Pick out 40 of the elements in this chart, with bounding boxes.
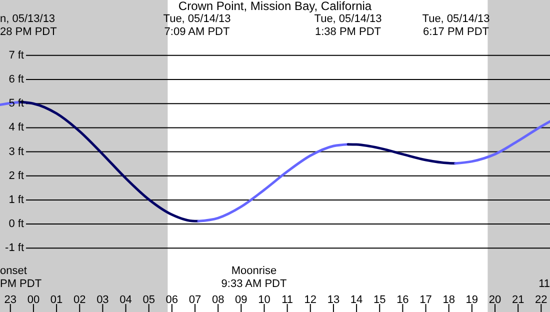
annotation: n, 05/13/13 28 PM PDT bbox=[0, 13, 58, 38]
x-tick-label: 07 bbox=[188, 294, 202, 306]
y-tick-label: 1 ft bbox=[8, 194, 24, 206]
x-tick-label: 09 bbox=[235, 294, 248, 306]
annotation: Tue, 05/14/13 7:09 AM PDT bbox=[163, 13, 231, 38]
y-tick-label: 4 ft bbox=[8, 122, 24, 134]
x-tick-label: 14 bbox=[350, 294, 363, 306]
x-tick-label: 05 bbox=[142, 294, 155, 306]
y-tick-label: -1 ft bbox=[5, 242, 24, 254]
x-tick-label: 12 bbox=[304, 294, 317, 306]
x-tick-label: 04 bbox=[120, 294, 132, 306]
x-tick-label: 21 bbox=[512, 294, 524, 306]
annotation: onset PM PDT bbox=[0, 265, 42, 290]
x-tick-label: 18 bbox=[442, 294, 455, 306]
chart-title: Crown Point, Mission Bay, California bbox=[178, 0, 372, 13]
x-tick-label: 02 bbox=[73, 294, 86, 306]
x-tick-label: 13 bbox=[327, 294, 340, 306]
y-tick-label: 6 ft bbox=[8, 74, 24, 86]
annotation: Moonrise 9:33 AM PDT bbox=[221, 265, 287, 290]
x-tick-label: 08 bbox=[212, 294, 224, 306]
x-tick-label: 10 bbox=[258, 294, 270, 306]
annotation: 11 bbox=[538, 278, 550, 290]
x-tick-label: 00 bbox=[27, 294, 40, 306]
x-tick-label: 22 bbox=[535, 294, 548, 306]
x-tick-label: 15 bbox=[373, 294, 386, 306]
annotation: Tue, 05/14/13 6:17 PM PDT bbox=[422, 13, 490, 38]
x-tick-label: 06 bbox=[166, 294, 178, 306]
x-tick-label: 01 bbox=[50, 294, 63, 306]
y-tick-label: 7 ft bbox=[8, 49, 24, 62]
y-tick-label: 0 ft bbox=[8, 218, 24, 230]
x-tick-label: 17 bbox=[420, 294, 432, 306]
x-tick-label: 11 bbox=[282, 294, 294, 306]
y-tick-label: 2 ft bbox=[8, 170, 24, 182]
x-tick-label: 20 bbox=[488, 294, 502, 306]
x-tick-label: 19 bbox=[466, 294, 478, 306]
x-tick-label: 16 bbox=[396, 294, 409, 306]
x-tick-label: 03 bbox=[96, 294, 109, 306]
annotation: Tue, 05/14/13 1:38 PM PDT bbox=[314, 13, 382, 38]
y-tick-label: 3 ft bbox=[8, 146, 24, 158]
x-tick-label: 23 bbox=[4, 294, 17, 306]
